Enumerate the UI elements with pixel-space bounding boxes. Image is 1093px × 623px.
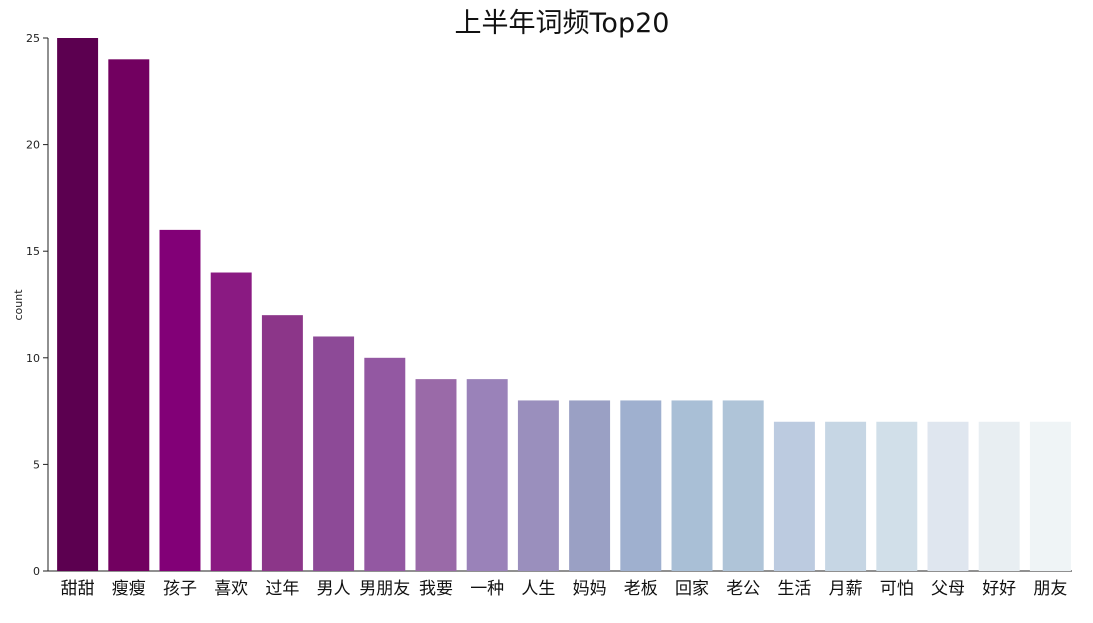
bar-1 (108, 59, 150, 571)
x-tick-label: 瘦瘦 (112, 579, 146, 599)
x-tick-label: 月薪 (829, 579, 863, 599)
bar-2 (159, 229, 201, 571)
x-tick-labels: 甜甜 瘦瘦 孩子 喜欢 过年 男人 男朋友 我要 一种 人生 妈妈 老板 回家 老公 生活 月薪 可怕 父母 好好朋… (61, 579, 1068, 599)
chart-title: 上半年词频Top20 (455, 8, 670, 39)
bar-10 (569, 400, 611, 571)
bar-15 (825, 421, 867, 571)
bar-7 (415, 379, 457, 571)
x-tick-label: 好好 (982, 579, 1016, 599)
bar-13 (722, 400, 764, 571)
bar-0 (57, 38, 99, 571)
bar-5 (313, 336, 355, 571)
x-tick-label: 我要 (419, 579, 453, 599)
y-tick-label: 25 (26, 32, 40, 45)
x-tick-label: 男人 (317, 579, 351, 599)
x-tick-label: 老公 (726, 579, 760, 599)
y-tick-label: 5 (33, 458, 40, 471)
x-tick-label: 喜欢 (214, 579, 248, 599)
x-tick-label: 妈妈 (573, 579, 607, 599)
bar-19 (1029, 421, 1071, 571)
y-axis-label: count (12, 289, 25, 321)
x-tick-label: 男朋友 (359, 579, 410, 599)
y-tick-label: 10 (26, 352, 40, 365)
x-tick-label: 过年 (265, 579, 299, 599)
y-ticks: 0 5 10 15 20 25 (26, 32, 48, 578)
bar-9 (517, 400, 559, 571)
bar-6 (364, 357, 406, 571)
x-tick-label: 一种 (470, 579, 504, 599)
bar-17 (927, 421, 969, 571)
x-tick-label: 回家 (675, 579, 709, 599)
x-tick-label: 孩子 (163, 579, 197, 599)
x-tick-label: 甜甜 (61, 579, 95, 599)
bars (57, 38, 1071, 571)
x-tick-label: 老板 (624, 579, 658, 599)
y-tick-label: 0 (33, 565, 40, 578)
bar-11 (620, 400, 662, 571)
x-tick-label: 朋友 (1033, 579, 1067, 599)
x-tick-label: 可怕 (880, 579, 914, 599)
bar-3 (210, 272, 252, 571)
bar-16 (876, 421, 918, 571)
bar-8 (466, 379, 508, 571)
bar-12 (671, 400, 713, 571)
bar-4 (261, 315, 303, 571)
y-tick-label: 15 (26, 245, 40, 258)
y-tick-label: 20 (26, 139, 40, 152)
bar-14 (773, 421, 815, 571)
bar-18 (978, 421, 1020, 571)
x-tick-label: 人生 (521, 579, 555, 599)
x-tick-label: 生活 (777, 579, 811, 599)
x-tick-label: 父母 (931, 579, 965, 599)
